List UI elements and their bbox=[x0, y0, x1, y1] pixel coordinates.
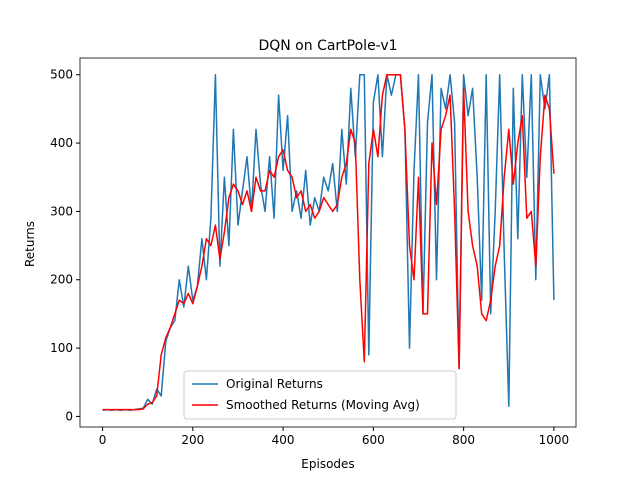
x-tick-label: 600 bbox=[362, 433, 385, 447]
plot-frame bbox=[79, 57, 577, 428]
chart-title: DQN on CartPole-v1 bbox=[258, 38, 397, 54]
series-line bbox=[102, 73, 555, 411]
y-axis-label: Returns bbox=[23, 221, 37, 267]
y-tick-label: 400 bbox=[50, 136, 73, 150]
x-tick-label: 400 bbox=[272, 433, 295, 447]
y-tick-label: 300 bbox=[50, 204, 73, 218]
y-tick-label: 100 bbox=[50, 341, 73, 355]
legend-label: Original Returns bbox=[226, 377, 323, 391]
x-tick-label: 0 bbox=[99, 433, 107, 447]
x-tick-label: 1000 bbox=[539, 433, 570, 447]
x-tick-label: 800 bbox=[452, 433, 475, 447]
y-tick-label: 200 bbox=[50, 273, 73, 287]
legend-label: Smoothed Returns (Moving Avg) bbox=[226, 398, 420, 412]
legend-box bbox=[183, 370, 457, 420]
x-tick-label: 200 bbox=[181, 433, 204, 447]
series-line bbox=[102, 73, 555, 412]
y-tick-label: 0 bbox=[65, 409, 73, 423]
y-tick-label: 500 bbox=[50, 68, 73, 82]
x-axis-label: Episodes bbox=[301, 457, 354, 471]
